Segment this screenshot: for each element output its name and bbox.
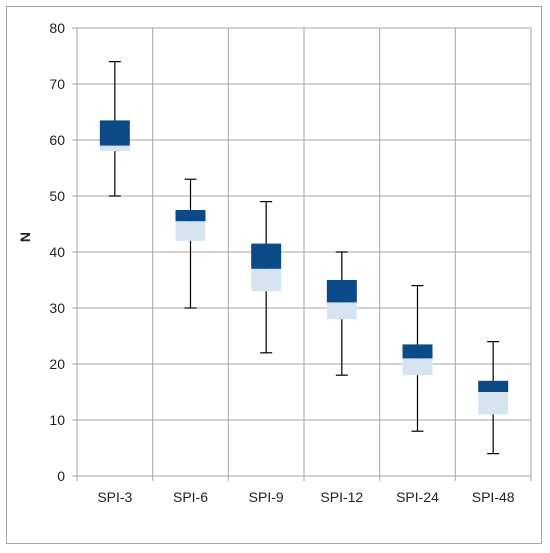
- y-tick-label: 70: [49, 76, 65, 92]
- box-upper: [402, 344, 433, 359]
- x-tick-label: SPI-9: [249, 489, 284, 505]
- box-upper: [478, 380, 509, 392]
- box-spi-24: [402, 285, 433, 432]
- box-lower: [175, 221, 206, 241]
- x-tick-label: SPI-24: [396, 489, 439, 505]
- x-tick-label: SPI-6: [173, 489, 208, 505]
- y-tick-label: 10: [49, 412, 65, 428]
- box-spi-9: [251, 201, 282, 354]
- label-layer: 0 10 20 30 40 50 60 70 80 SPI-3 SPI-6 SPI-9 SPI-12 SP…: [49, 20, 514, 505]
- box-lower: [326, 302, 357, 320]
- box-spi-6: [175, 178, 206, 309]
- x-tick-label: SPI-12: [320, 489, 363, 505]
- x-tick-label: SPI-3: [97, 489, 132, 505]
- y-tick-label: 80: [49, 20, 65, 36]
- x-tick-label: SPI-48: [472, 489, 515, 505]
- box-lower: [251, 268, 282, 292]
- y-tick-label: 20: [49, 356, 65, 372]
- box-upper: [99, 120, 130, 146]
- box-lower: [402, 358, 433, 376]
- box-spi-3: [99, 60, 130, 197]
- y-axis-label: N: [17, 232, 33, 242]
- y-tick-label: 60: [49, 132, 65, 148]
- box-spi-48: [478, 341, 509, 455]
- box-upper: [326, 280, 357, 303]
- grid-layer: [72, 27, 532, 481]
- y-tick-label: 50: [49, 188, 65, 204]
- y-tick-label: 0: [57, 468, 65, 484]
- box-upper: [175, 210, 206, 222]
- y-tick-label: 30: [49, 300, 65, 316]
- y-tick-label: 40: [49, 244, 65, 260]
- box-layer: [99, 60, 509, 455]
- box-spi-12: [326, 251, 357, 376]
- box-upper: [251, 243, 282, 269]
- box-lower: [478, 392, 509, 415]
- box-lower: [99, 145, 130, 152]
